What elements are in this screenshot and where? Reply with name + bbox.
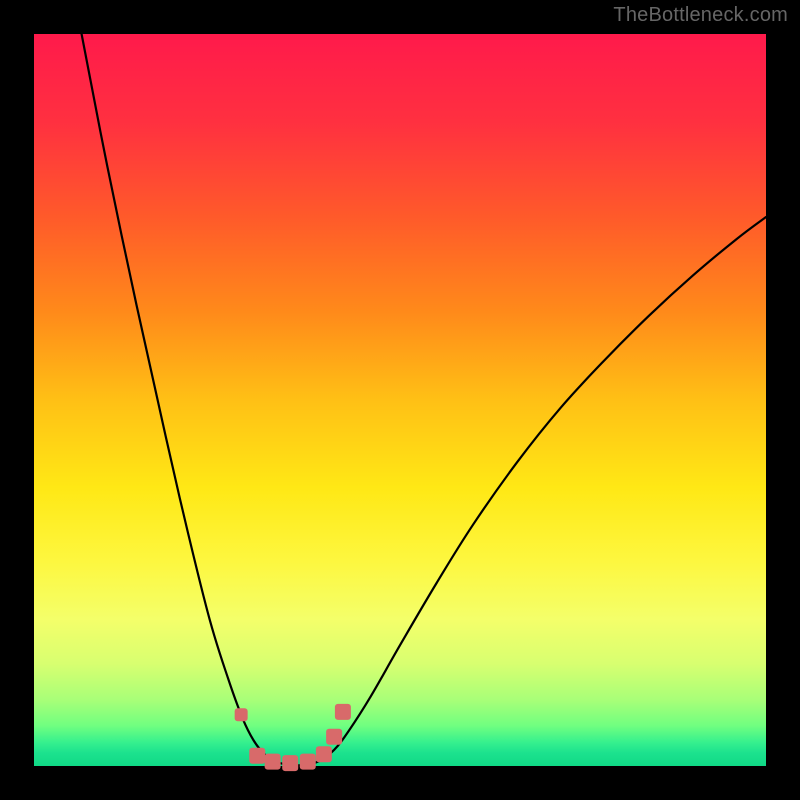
curve-marker [326,729,342,745]
plot-background [34,34,766,766]
curve-marker [335,704,351,720]
curve-marker [316,746,332,762]
curve-marker [249,748,265,764]
bottleneck-chart-svg [0,0,800,800]
curve-marker [300,754,316,770]
chart-stage: TheBottleneck.com [0,0,800,800]
curve-marker [235,708,248,721]
curve-marker [282,755,298,771]
curve-marker [265,754,281,770]
watermark-text: TheBottleneck.com [613,4,788,27]
